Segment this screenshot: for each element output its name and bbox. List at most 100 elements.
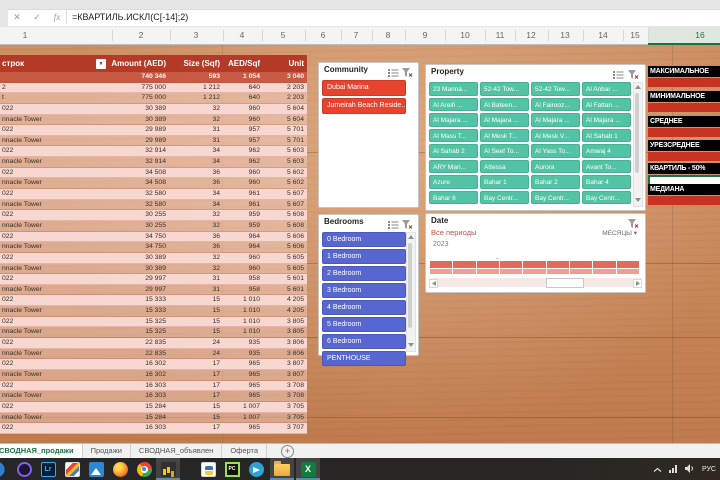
firefox-icon[interactable] <box>112 461 128 477</box>
slicer-item-property[interactable]: Aurora <box>531 159 580 173</box>
slicer-item-property[interactable]: Al Fairooz... <box>531 97 580 111</box>
taskbar-slot[interactable] <box>84 458 108 480</box>
slicer-item-property[interactable]: 23 Marina... <box>429 82 478 96</box>
slicer-item-bedrooms[interactable]: 5 Bedroom <box>322 317 406 332</box>
slicer-item-property[interactable]: Al Majara ... <box>429 113 478 127</box>
taskbar-slot[interactable] <box>108 458 132 480</box>
taskbar-slot[interactable] <box>196 458 220 480</box>
column-header-16[interactable]: 16 <box>695 30 705 40</box>
slicer-item-property[interactable]: Amwaj 4 <box>582 144 631 158</box>
table-row[interactable]: 022 29 989 31 957 5 701 <box>0 125 307 136</box>
scroll-left-icon[interactable] <box>429 279 438 288</box>
table-row[interactable]: 022 30 389 32 960 5 605 <box>0 252 307 264</box>
column-header-12[interactable]: 12 <box>526 30 536 40</box>
timeline-month-cell[interactable] <box>430 261 453 274</box>
scrollbar[interactable] <box>406 232 416 352</box>
formula-text[interactable]: =КВАРТИЛЬ.ИСКЛ(C[-14];2) <box>72 12 189 22</box>
slicer-item-property[interactable]: Al Mesk T... <box>480 128 529 142</box>
table-row[interactable]: nnacle Tower 15 325 15 1 010 3 805 <box>0 327 307 339</box>
taskbar-slot[interactable]: PC <box>220 458 244 480</box>
table-row[interactable]: 022 22 835 24 935 3 806 <box>0 338 307 349</box>
scroll-down-icon[interactable] <box>408 343 414 347</box>
slicer-item-bedrooms[interactable]: 1 Bedroom <box>322 249 406 264</box>
slicer-item-bedrooms[interactable]: 0 Bedroom <box>322 232 406 247</box>
timeline-month-cell[interactable] <box>523 261 546 274</box>
table-row[interactable]: nnacle Tower 32 914 34 962 5 603 <box>0 157 307 168</box>
timeline-level-dropdown[interactable]: МЕСЯЦЫ ▾ <box>602 230 637 237</box>
scrollbar[interactable] <box>633 82 643 207</box>
slicer-item-property[interactable]: Bahar 4 <box>582 175 631 189</box>
paint-icon[interactable] <box>64 461 80 477</box>
slicer-item-property[interactable]: ARY Mari... <box>429 159 478 173</box>
taskbar-slot[interactable]: X <box>296 458 320 480</box>
taskbar-slot[interactable] <box>270 458 294 480</box>
column-header-14[interactable]: 14 <box>598 30 608 40</box>
slicer-item-property[interactable]: Al Mesk V... <box>531 128 580 142</box>
lightroom-icon[interactable]: Lr <box>40 461 56 477</box>
table-row[interactable]: 022 16 303 17 965 3 707 <box>0 423 307 434</box>
telegram-icon[interactable] <box>248 461 264 477</box>
table-row[interactable]: nnacle Tower 30 389 32 960 5 604 <box>0 114 307 126</box>
scroll-down-icon[interactable] <box>635 198 641 202</box>
slicer-item-property[interactable]: Bahar 6 <box>429 190 478 204</box>
scrollbar-thumb[interactable] <box>546 278 585 288</box>
table-row[interactable]: 022 16 303 17 965 3 708 <box>0 380 307 392</box>
scroll-up-icon[interactable] <box>635 85 641 89</box>
slicer-item-property[interactable]: Azure <box>429 175 478 189</box>
slicer-item-community[interactable]: Dubai Marina <box>322 80 406 96</box>
chrome-icon[interactable] <box>136 461 152 477</box>
slicer-item-property[interactable]: Al Anbar ... <box>582 82 631 96</box>
column-header-7[interactable]: 7 <box>353 30 359 40</box>
taskbar-slot[interactable] <box>12 458 36 480</box>
multiselect-icon[interactable] <box>388 65 400 77</box>
table-row[interactable]: nnacle Tower 29 989 31 957 5 701 <box>0 135 307 147</box>
enter-icon[interactable]: ✓ <box>33 12 41 22</box>
photos-icon[interactable] <box>88 461 104 477</box>
column-header-3[interactable]: 3 <box>193 30 199 40</box>
table-row[interactable]: 2 775 000 1 212 640 2 203 <box>0 82 307 94</box>
multiselect-icon[interactable] <box>388 217 400 229</box>
timeline-month-cell[interactable] <box>453 261 476 274</box>
multiselect-icon[interactable] <box>613 67 625 79</box>
slicer-item-property[interactable]: Al Mass T... <box>429 128 478 142</box>
column-header-10[interactable]: 10 <box>460 30 470 40</box>
sheet-tab-inactive[interactable]: Продажи <box>83 444 131 459</box>
hidden-icons-chevron[interactable] <box>653 460 662 478</box>
table-row[interactable]: 022 29 997 31 958 5 601 <box>0 274 307 285</box>
table-row[interactable]: nnacle Tower 15 284 15 1 007 3 705 <box>0 412 307 424</box>
clear-filter-icon[interactable] <box>628 216 640 228</box>
slicer-item-property[interactable]: Bay Centr... <box>480 190 529 204</box>
table-row[interactable]: 022 15 325 15 1 010 3 805 <box>0 316 307 328</box>
table-row[interactable]: 022 32 914 34 962 5 603 <box>0 146 307 158</box>
slicer-item-property[interactable]: Al Bateen... <box>480 97 529 111</box>
table-row[interactable]: 022 30 389 32 960 5 604 <box>0 103 307 115</box>
stat-value-cell[interactable] <box>648 103 720 112</box>
timeline-month-cell[interactable] <box>616 261 639 274</box>
sheet-tab-active[interactable]: СВОДНАЯ_продажи <box>0 444 83 459</box>
column-header-13[interactable]: 13 <box>560 30 570 40</box>
column-header-15[interactable]: 15 <box>630 30 640 40</box>
fx-icon[interactable]: fx <box>53 12 61 22</box>
column-header-8[interactable]: 8 <box>385 30 391 40</box>
column-header-6[interactable]: 6 <box>320 30 326 40</box>
slicer-item-property[interactable]: 52-42 Tow... <box>480 82 529 96</box>
table-row[interactable]: nnacle Tower 22 835 24 935 3 806 <box>0 348 307 360</box>
explorer-icon[interactable] <box>274 461 290 476</box>
slicer-item-property[interactable]: Al Seef To... <box>480 144 529 158</box>
timeline-month-cell[interactable] <box>499 261 523 274</box>
clear-filter-icon[interactable] <box>628 67 640 79</box>
new-sheet-button[interactable]: + <box>281 445 295 458</box>
column-header-9[interactable]: 9 <box>422 30 428 40</box>
timeline-month-cell[interactable] <box>476 261 499 274</box>
slicer-item-bedrooms[interactable]: 3 Bedroom <box>322 283 406 298</box>
stat-value-cell[interactable] <box>648 152 720 161</box>
slicer-item-property[interactable]: Al Sahab 1 <box>582 128 631 142</box>
table-row[interactable]: 022 15 333 15 1 010 4 205 <box>0 295 307 307</box>
clear-filter-icon[interactable] <box>402 217 414 229</box>
slicer-item-property[interactable]: Al Majara ... <box>582 113 631 127</box>
slicer-item-property[interactable]: Bay Centr... <box>531 190 580 204</box>
table-row[interactable]: 022 16 302 17 965 3 807 <box>0 359 307 370</box>
slicer-item-property[interactable]: Bahar 1 <box>480 175 529 189</box>
table-row[interactable]: nnacle Tower 16 302 17 965 3 807 <box>0 369 307 381</box>
slicer-item-property[interactable]: 52-42 Tow... <box>531 82 580 96</box>
